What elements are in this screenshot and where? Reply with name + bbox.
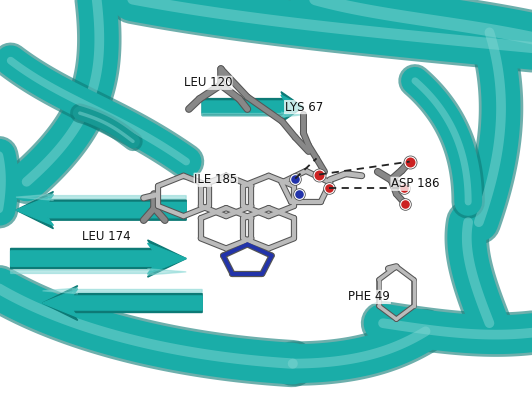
FancyArrow shape [11,240,186,277]
FancyArrow shape [43,288,202,294]
FancyArrow shape [43,289,202,317]
FancyArrow shape [16,191,186,229]
Text: PHE 49: PHE 49 [348,290,390,303]
FancyArrow shape [202,92,303,122]
FancyArrow shape [43,286,202,320]
FancyArrow shape [16,195,186,225]
Text: ASP 186: ASP 186 [391,177,439,190]
Text: LYS 67: LYS 67 [285,101,323,114]
FancyArrow shape [11,243,186,274]
FancyArrow shape [202,95,303,119]
FancyArrow shape [11,269,186,275]
FancyArrow shape [202,112,303,117]
Text: LEU 120: LEU 120 [184,76,232,89]
Text: ILE 185: ILE 185 [194,173,237,186]
FancyArrow shape [16,194,186,200]
Text: LEU 174: LEU 174 [82,230,131,243]
